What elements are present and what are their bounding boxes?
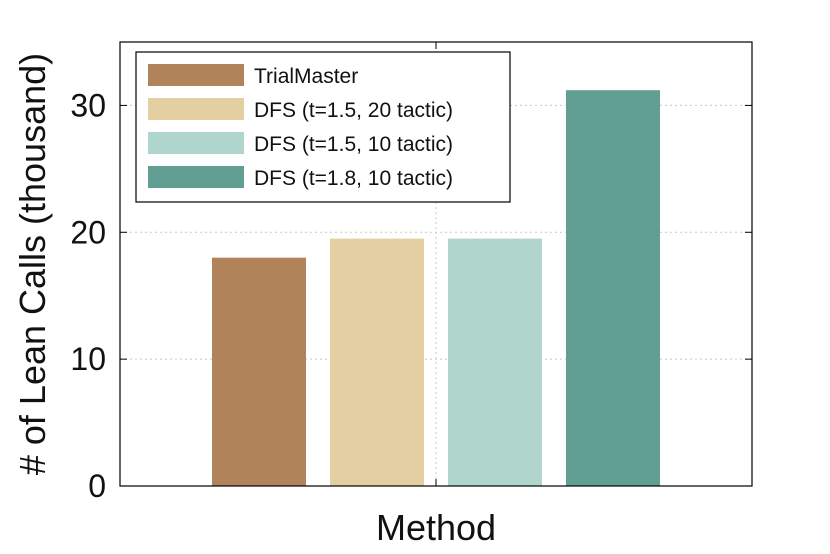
bar-2: [330, 238, 424, 486]
bars: [212, 90, 660, 486]
y-tick-label: 30: [70, 87, 106, 123]
bar-4: [566, 90, 660, 486]
x-axis-title: Method: [376, 507, 496, 548]
bar-1: [212, 257, 306, 486]
y-tick-label: 20: [70, 214, 106, 250]
legend-swatch-2: [148, 98, 244, 120]
legend-swatch-3: [148, 132, 244, 154]
legend-label-3: DFS (t=1.5, 10 tactic): [254, 133, 453, 156]
y-tick-label: 10: [70, 341, 106, 377]
y-tick-label: 0: [88, 468, 106, 504]
legend-label-1: TrialMaster: [254, 65, 358, 88]
legend-swatch-4: [148, 166, 244, 188]
legend: TrialMaster DFS (t=1.5, 20 tactic) DFS (t=…: [135, 51, 511, 203]
bar-3: [448, 238, 542, 486]
y-ticks: 0 10 20 30: [70, 42, 752, 504]
y-axis-title: # of Lean Calls (thousand): [12, 53, 53, 475]
legend-label-4: DFS (t=1.8, 10 tactic): [254, 167, 453, 190]
legend-swatch-1: [148, 64, 244, 86]
legend-label-2: DFS (t=1.5, 20 tactic): [254, 99, 453, 122]
